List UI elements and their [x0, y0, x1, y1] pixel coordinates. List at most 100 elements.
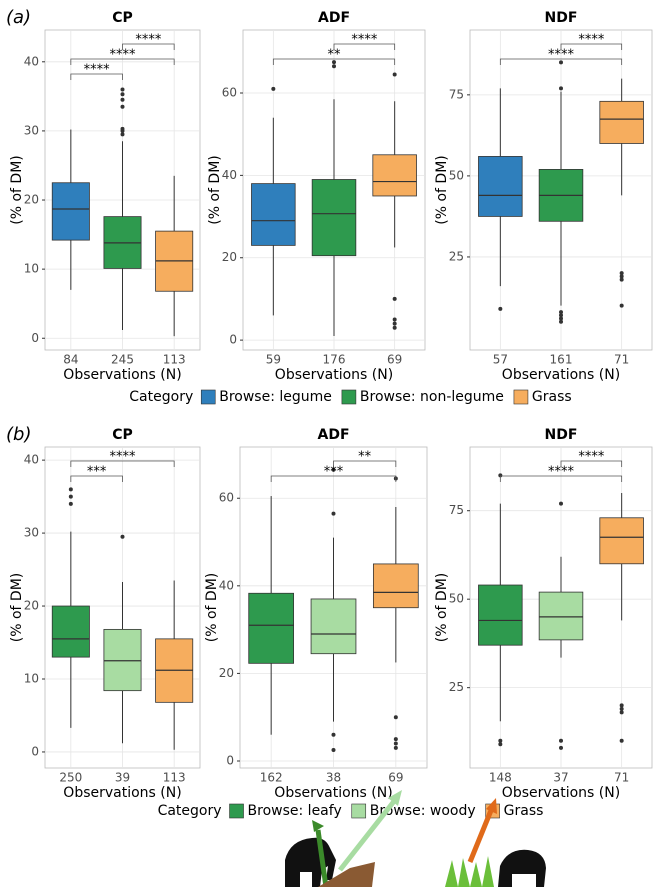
significance-label: ***: [87, 465, 107, 480]
box: [251, 184, 295, 246]
y-tick-label: 75: [449, 87, 464, 101]
x-tick-label: 161: [550, 353, 573, 367]
box: [249, 593, 294, 663]
legend-swatch: [514, 390, 528, 404]
outlier: [121, 132, 125, 136]
outlier: [394, 715, 398, 719]
significance-label: ****: [135, 33, 162, 48]
box: [373, 155, 417, 196]
y-axis-label: (% of DM): [204, 573, 220, 642]
y-tick-label: 0: [31, 331, 39, 345]
x-tick-label: 162: [260, 771, 283, 785]
legend-swatch: [352, 804, 366, 818]
outlier: [498, 739, 502, 743]
figure: 01020304084245113************CPObservati…: [0, 0, 661, 887]
outlier: [394, 737, 398, 741]
y-tick-label: 0: [226, 753, 234, 767]
x-tick-label: 148: [489, 771, 512, 785]
outlier: [69, 502, 73, 506]
y-axis-label: (% of DM): [434, 573, 450, 642]
x-axis-label: Observations (N): [63, 367, 181, 383]
x-tick-label: 39: [115, 771, 130, 785]
x-tick-label: 176: [323, 353, 346, 367]
y-tick-label: 50: [449, 168, 464, 182]
x-axis-label: Observations (N): [275, 367, 393, 383]
outlier: [393, 72, 397, 76]
outlier: [121, 127, 125, 131]
significance-label: ****: [578, 33, 605, 48]
box: [478, 585, 522, 645]
x-tick-label: 71: [614, 771, 629, 785]
x-tick-label: 250: [59, 771, 82, 785]
y-tick-label: 50: [449, 592, 464, 606]
outlier: [332, 512, 336, 516]
x-tick-label: 38: [326, 771, 341, 785]
box: [373, 564, 418, 608]
x-tick-label: 69: [387, 353, 402, 367]
x-tick-label: 84: [63, 353, 78, 367]
x-axis-label: Observations (N): [502, 785, 620, 801]
chart-title: CP: [112, 427, 133, 443]
y-tick-label: 20: [24, 193, 39, 207]
outlier: [332, 64, 336, 68]
box: [52, 606, 89, 657]
x-tick-label: 113: [163, 353, 186, 367]
y-tick-label: 30: [24, 123, 39, 137]
y-tick-label: 30: [24, 526, 39, 540]
x-tick-label: 59: [266, 353, 281, 367]
legend-swatch: [342, 390, 356, 404]
y-tick-label: 40: [222, 168, 237, 182]
legend-swatch: [201, 390, 215, 404]
legend-title: Category: [158, 803, 222, 819]
chart-title: NDF: [545, 10, 578, 26]
significance-label: ****: [578, 450, 605, 465]
significance-label: ****: [110, 450, 137, 465]
y-axis-label: (% of DM): [207, 155, 223, 224]
legend-swatch: [230, 804, 244, 818]
y-tick-label: 40: [219, 578, 234, 592]
y-tick-label: 25: [449, 249, 464, 263]
box: [539, 592, 583, 640]
y-tick-label: 40: [24, 54, 39, 68]
box: [52, 183, 89, 240]
legend-title: Category: [129, 389, 193, 405]
outlier: [393, 318, 397, 322]
y-tick-label: 40: [24, 453, 39, 467]
x-tick-label: 71: [614, 353, 629, 367]
x-tick-label: 57: [493, 353, 508, 367]
y-tick-label: 0: [31, 744, 39, 758]
significance-label: ****: [351, 33, 378, 48]
y-tick-label: 20: [219, 666, 234, 680]
x-tick-label: 37: [553, 771, 568, 785]
chart-title: CP: [112, 10, 133, 26]
chart-title: ADF: [317, 427, 349, 443]
legend-label: Browse: non-legume: [360, 389, 504, 405]
outlier: [559, 310, 563, 314]
y-tick-label: 10: [24, 671, 39, 685]
y-tick-label: 60: [219, 491, 234, 505]
x-axis-label: Observations (N): [63, 785, 181, 801]
box: [600, 101, 644, 143]
outlier: [121, 92, 125, 96]
box: [312, 179, 356, 255]
outlier: [393, 326, 397, 330]
outlier: [498, 307, 502, 311]
x-axis-label: Observations (N): [502, 367, 620, 383]
box: [478, 156, 522, 216]
outlier: [498, 742, 502, 746]
outlier: [393, 322, 397, 326]
x-tick-label: 113: [163, 771, 186, 785]
y-tick-label: 75: [449, 503, 464, 517]
panel-label: (b): [6, 424, 31, 445]
y-axis-label: (% of DM): [9, 155, 25, 224]
outlier: [620, 703, 624, 707]
x-tick-label: 245: [111, 353, 134, 367]
outlier: [121, 105, 125, 109]
outlier: [559, 746, 563, 750]
legend-label: Grass: [532, 389, 572, 405]
outlier: [394, 741, 398, 745]
y-tick-label: 20: [24, 599, 39, 613]
box: [600, 518, 644, 564]
outlier: [332, 733, 336, 737]
outlier: [620, 707, 624, 711]
